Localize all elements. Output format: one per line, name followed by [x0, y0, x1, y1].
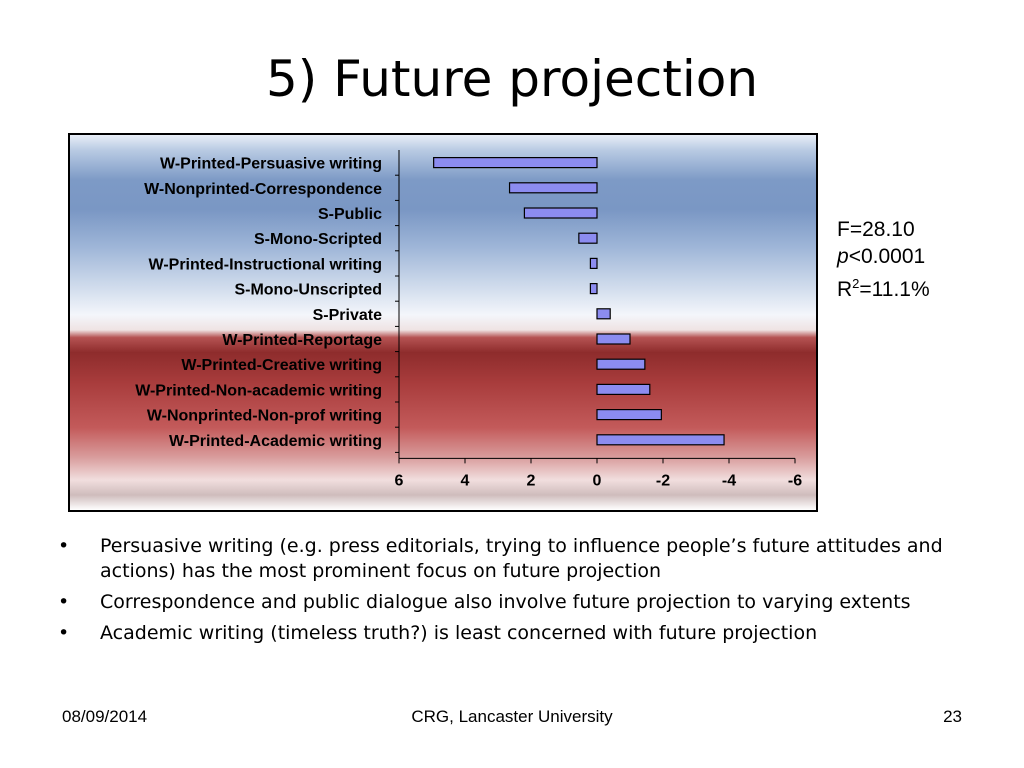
slide-title: 5) Future projection: [265, 50, 759, 108]
bar: [596, 409, 662, 421]
bullet-text: Correspondence and public dialogue also …: [100, 591, 911, 613]
chart-area: W-Printed-Persuasive writing W-Nonprinted…: [68, 133, 818, 512]
bar: [596, 308, 611, 320]
x-tick-label: 2: [527, 472, 536, 489]
bar: [596, 358, 646, 370]
p-value-text: <0.0001: [848, 245, 926, 268]
category-label: W-Printed-Creative writing: [181, 357, 382, 374]
bar: [589, 257, 598, 270]
bar: [589, 283, 598, 295]
bar: [596, 434, 725, 446]
p-symbol: p: [837, 245, 849, 268]
bar: [596, 333, 631, 345]
x-tick-label: -4: [722, 472, 736, 489]
bullet-list: • Persuasive writing (e.g. press editoria…: [58, 534, 958, 652]
x-tick-label: 0: [593, 472, 602, 489]
bar: [508, 182, 598, 194]
category-label: W-Printed-Instructional writing: [149, 256, 382, 273]
category-label: S-Public: [318, 206, 382, 223]
bar: [578, 232, 598, 244]
category-label: W-Printed-Non-academic writing: [135, 382, 382, 399]
bullet-item: • Correspondence and public dialogue also…: [58, 590, 958, 615]
x-tick-label: 4: [461, 472, 470, 489]
bullet-dot: •: [58, 622, 70, 644]
category-label: W-Printed-Academic writing: [169, 433, 382, 450]
category-label: W-Nonprinted-Correspondence: [144, 181, 382, 198]
x-tick-label: -2: [656, 472, 670, 489]
bullet-dot: •: [58, 591, 70, 613]
r-squared-value: =11.1%: [859, 278, 930, 301]
bullet-dot: •: [58, 535, 70, 557]
statistics-box: F=28.10 p<0.0001 R2=11.1%: [837, 216, 930, 303]
bullet-text: Persuasive writing (e.g. press editorial…: [100, 535, 943, 582]
x-tick-label: 6: [395, 472, 404, 489]
bar: [523, 207, 598, 219]
bullet-item: • Academic writing (timeless truth?) is l…: [58, 621, 958, 646]
bullet-item: • Persuasive writing (e.g. press editoria…: [58, 534, 958, 584]
footer-organization: CRG, Lancaster University: [411, 707, 613, 726]
category-label: W-Nonprinted-Non-prof writing: [147, 408, 382, 425]
bullet-text: Academic writing (timeless truth?) is le…: [100, 622, 818, 644]
r-prefix: R: [837, 278, 853, 301]
category-label: W-Printed-Reportage: [222, 332, 382, 349]
r-squared: R2=11.1%: [837, 270, 930, 303]
bar: [596, 383, 651, 395]
p-value: p<0.0001: [837, 243, 930, 270]
x-tick-label: -6: [788, 472, 802, 489]
category-label: W-Printed-Persuasive writing: [160, 156, 382, 173]
category-label: S-Mono-Scripted: [254, 231, 382, 248]
category-label: S-Mono-Unscripted: [234, 282, 382, 299]
page-number: 23: [943, 707, 962, 726]
bar-chart: W-Printed-Persuasive writing W-Nonprinted…: [135, 150, 802, 489]
r-superscript: 2: [852, 276, 860, 291]
f-statistic: F=28.10: [837, 218, 915, 241]
footer-date: 08/09/2014: [62, 707, 148, 726]
category-label: S-Private: [313, 307, 382, 324]
bar: [433, 157, 598, 169]
